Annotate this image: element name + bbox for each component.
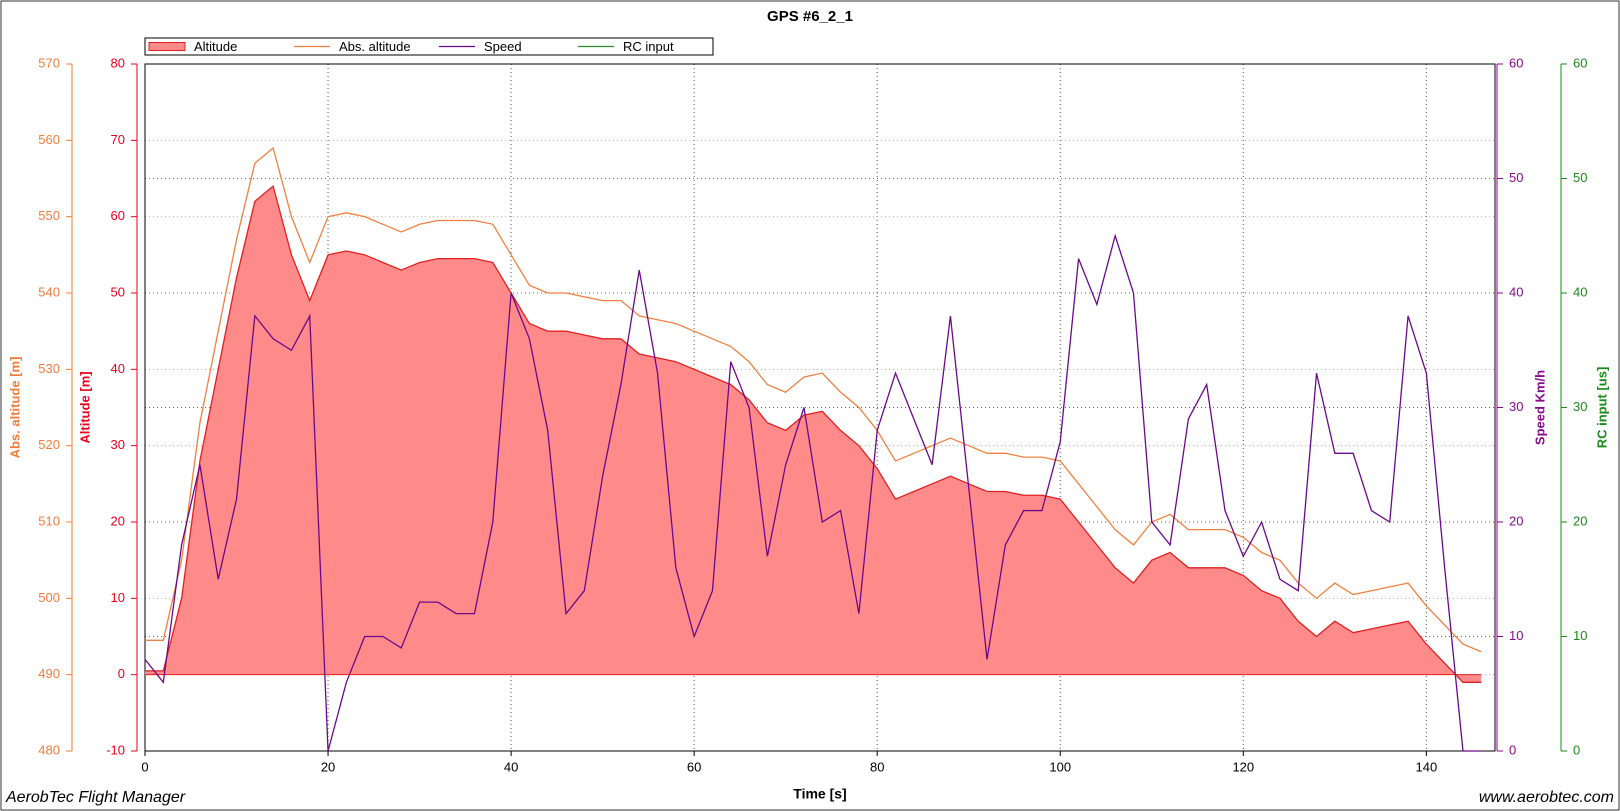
series-line [144, 233, 1482, 752]
y-tick-label: 480 [38, 742, 60, 757]
y-tick-label: 30 [1509, 399, 1523, 414]
y-tick-label: 20 [1573, 513, 1587, 528]
y-tick-label: 530 [38, 361, 60, 376]
y-tick-label: 60 [111, 208, 125, 223]
y-tick-label: 20 [1509, 513, 1523, 528]
y-axis-title: Altitude [m] [77, 371, 92, 443]
legend-label: RC input [623, 39, 674, 54]
y-tick-label: 60 [1573, 55, 1587, 70]
y-tick-label: 540 [38, 284, 60, 299]
y-tick-label: 80 [111, 55, 125, 70]
y-tick-label: 10 [1509, 628, 1523, 643]
y-tick-label: 490 [38, 666, 60, 681]
y-tick-label: 0 [1573, 742, 1580, 757]
y-tick-label: 20 [111, 513, 125, 528]
area-fill [145, 186, 1482, 683]
y-tick-label: 40 [111, 361, 125, 376]
y-tick-label: -10 [106, 742, 125, 757]
footer-right: www.aerobtec.com [1479, 789, 1614, 806]
y-tick-label: 40 [1509, 284, 1523, 299]
x-tick-label: 0 [141, 759, 148, 774]
y-tick-label: 10 [1573, 628, 1587, 643]
y-tick-label: 30 [111, 437, 125, 452]
x-tick-label: 140 [1416, 759, 1438, 774]
legend-label: Altitude [194, 39, 237, 54]
x-tick-label: 40 [504, 759, 518, 774]
y-tick-label: 50 [111, 284, 125, 299]
y-tick-label: 10 [111, 590, 125, 605]
x-tick-label: 100 [1049, 759, 1071, 774]
y-tick-label: 550 [38, 208, 60, 223]
y-axis-title: Speed Km/h [1532, 370, 1547, 445]
y-axis-title: Abs. altitude [m] [7, 357, 22, 459]
chart-title: GPS #6_2_1 [767, 8, 853, 25]
series-line [145, 184, 1482, 683]
plot-frame [144, 63, 1496, 752]
y-tick-label: 520 [38, 437, 60, 452]
y-tick-label: 0 [1509, 742, 1516, 757]
y-tick-label: 30 [1573, 399, 1587, 414]
series-line [145, 146, 1482, 653]
x-tick-label: 120 [1232, 759, 1254, 774]
legend-label: Abs. altitude [339, 39, 411, 54]
y-tick-label: 570 [38, 55, 60, 70]
x-tick-label: 60 [687, 759, 701, 774]
y-axis-title: RC input [us] [1594, 367, 1609, 449]
legend-swatch [148, 42, 186, 51]
y-tick-label: 560 [38, 132, 60, 147]
x-tick-label: 80 [870, 759, 884, 774]
y-tick-label: 40 [1573, 284, 1587, 299]
y-tick-label: 70 [111, 132, 125, 147]
y-tick-label: 50 [1573, 170, 1587, 185]
footer-left: AerobTec Flight Manager [5, 789, 186, 806]
legend-box [144, 37, 714, 56]
x-axis-title: Time [s] [793, 786, 846, 802]
x-tick-label: 20 [321, 759, 335, 774]
y-tick-label: 0 [118, 666, 125, 681]
legend-label: Speed [484, 39, 522, 54]
y-tick-label: 500 [38, 590, 60, 605]
y-tick-label: 510 [38, 513, 60, 528]
y-tick-label: 60 [1509, 55, 1523, 70]
y-tick-label: 50 [1509, 170, 1523, 185]
